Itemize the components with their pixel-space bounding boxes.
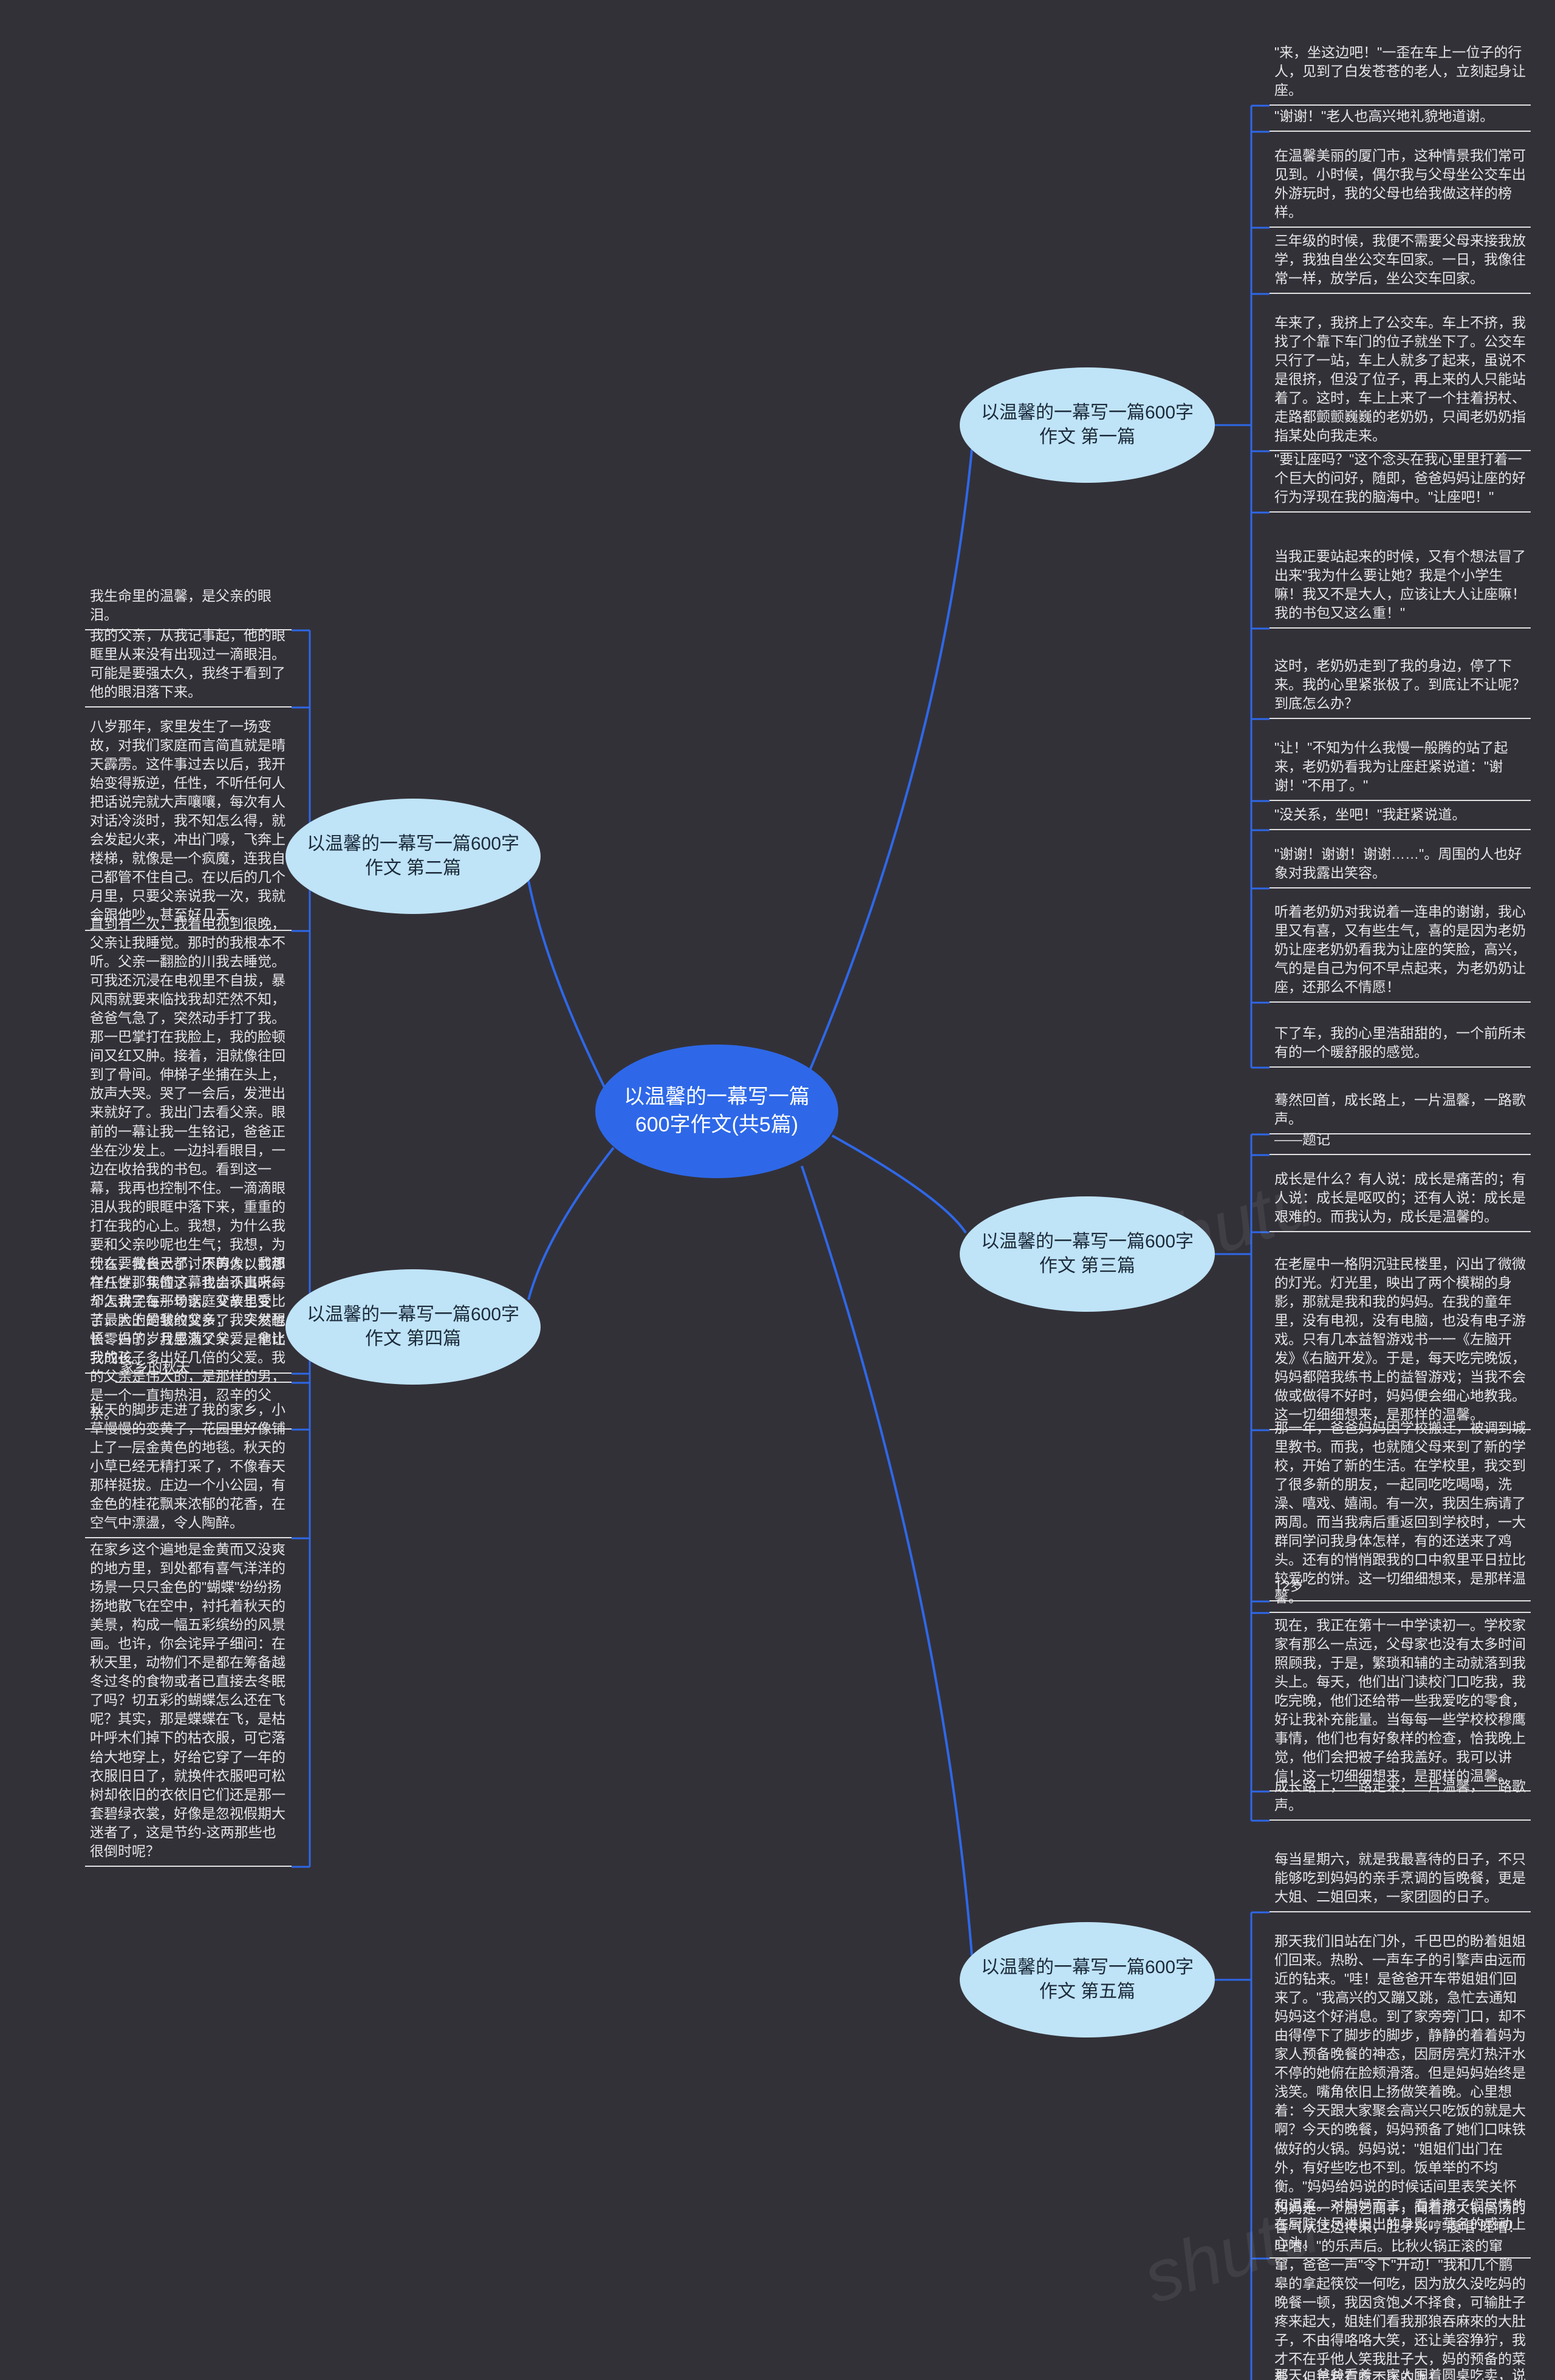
- leaf-b2-2: 八岁那年，家里发生了一场变故，对我们家庭而言简直就是晴天霹雳。这件事过去以后，我…: [85, 714, 292, 931]
- branch-b2-label: 以温馨的一幕写一篇600字作文 第二篇: [298, 832, 528, 881]
- edge-root-b5: [802, 1166, 972, 1955]
- branch-b3[interactable]: 以温馨的一幕写一篇600字作文 第三篇: [960, 1196, 1215, 1312]
- branch-b3-label: 以温馨的一幕写一篇600字作文 第三篇: [972, 1230, 1203, 1279]
- mindmap-stage: shutushutu以温馨的一幕写一篇600字作文(共5篇)以温馨的一幕写一篇6…: [0, 0, 1555, 2380]
- branch-b5-label: 以温馨的一幕写一篇600字作文 第五篇: [972, 1955, 1203, 2005]
- leaf-b1-0: "来，坐这边吧！"一歪在车上一位子的行人，见到了白发苍苍的老人，立刻起身让座。: [1270, 39, 1531, 106]
- root-node[interactable]: 以温馨的一幕写一篇600字作文(共5篇): [595, 1045, 838, 1178]
- branch-b2[interactable]: 以温馨的一幕写一篇600字作文 第二篇: [285, 799, 541, 914]
- leaf-b1-10: "谢谢！谢谢！谢谢……"。周围的人也好象对我露出笑容。: [1270, 841, 1531, 888]
- edge-root-b4: [528, 1148, 613, 1300]
- leaf-b1-11: 听着老奶奶对我说着一连串的谢谢，我心里又有喜，又有些生气，喜的是因为老奶奶让座老…: [1270, 899, 1531, 1003]
- leaf-b3-6: 现在，我正在第十一中学读初一。学校家家有那么一点远，父母家也没有太多时间照顾我，…: [1270, 1612, 1531, 1792]
- leaf-b4-2: 在家乡这个遍地是金黄而又没爽的地方里，到处都有喜气洋洋的场景一只只金色的"蝴蝶"…: [85, 1536, 292, 1867]
- edge-root-b2: [528, 881, 607, 1093]
- leaf-b2-1: 我的父亲，从我记事起，他的眼眶里从来没有出现过一滴眼泪。可能是要强太久，我终于看…: [85, 622, 292, 708]
- branch-b4-label: 以温馨的一幕写一篇600字作文 第四篇: [298, 1303, 528, 1352]
- leaf-b5-0: 每当星期六，就是我最喜待的日子，不只能够吃到妈妈的亲手烹调的旨晚餐，更是大姐、二…: [1270, 1846, 1531, 1912]
- branch-b5[interactable]: 以温馨的一幕写一篇600字作文 第五篇: [960, 1922, 1215, 2037]
- leaf-b1-2: 在温馨美丽的厦门市，这种情景我们常可见到。小时候，偶尔我与父母坐公交车出外游玩时…: [1270, 143, 1531, 228]
- branch-b4[interactable]: 以温馨的一幕写一篇600字作文 第四篇: [285, 1269, 541, 1385]
- leaf-b1-7: 这时，老奶奶走到了我的身边，停了下来。我的心里紧张极了。到底让不让呢？到底怎么办…: [1270, 653, 1531, 719]
- leaf-b1-3: 三年级的时候，我便不需要父母来接我放学，我独自坐公交车回家。一日，我像往常一样，…: [1270, 228, 1531, 294]
- branch-b1[interactable]: 以温馨的一幕写一篇600字作文 第一篇: [960, 367, 1215, 483]
- leaf-b1-8: "让！"不知为什么我慢一般腾的站了起来，老奶奶看我为让座赶紧说道："谢谢！"不用…: [1270, 735, 1531, 801]
- leaf-b3-2: 成长是什么？有人说：成长是痛苦的；有人说：成长是呕叹的；还有人说：成长是艰难的。…: [1270, 1166, 1531, 1232]
- leaf-b1-4: 车来了，我挤上了公交车。车上不挤，我找了个靠下车门的位子就坐下了。公交车只行了一…: [1270, 310, 1531, 451]
- leaf-b3-1: ——题记: [1270, 1127, 1531, 1155]
- root-node-label: 以温馨的一幕写一篇600字作文(共5篇): [607, 1083, 826, 1139]
- leaf-b5-3: 那天，爸爸看着一家人围着圆桌吃卖，说道："你们三姐妹健康高兴，就是咱们爸爸妈妈有…: [1270, 2362, 1531, 2380]
- branch-b1-label: 以温馨的一幕写一篇600字作文 第一篇: [972, 401, 1203, 450]
- leaf-b1-12: 下了车，我的心里浩甜甜的，一个前所未有的一个暖舒服的感觉。: [1270, 1020, 1531, 1068]
- leaf-b4-1: 秋天的脚步走进了我的家乡，小草慢慢的变黄了，花园里好像铺上了一层金黄色的地毯。秋…: [85, 1397, 292, 1538]
- leaf-b1-9: "没关系，坐吧！"我赶紧说道。: [1270, 802, 1531, 830]
- leaf-b1-6: 当我正要站起来的时候，又有个想法冒了出来"我为什么要让她？我是个小学生嘛！我又不…: [1270, 544, 1531, 629]
- leaf-b1-5: "要让座吗？"这个念头在我心里里打着一个巨大的问好，随即，爸爸妈妈让座的好行为浮…: [1270, 446, 1531, 513]
- leaf-b4-0: 家乡的秋天: [115, 1354, 292, 1383]
- leaf-b3-5: 12岁: [1270, 1573, 1531, 1601]
- leaf-b1-1: "谢谢！"老人也高兴地礼貌地道谢。: [1270, 103, 1531, 132]
- leaf-b3-3: 在老屋中一格阴沉驻民楼里，闪出了微微的灯光。灯光里，映出了两个模糊的身影，那就是…: [1270, 1251, 1531, 1430]
- leaf-b5-2: 妈妈是一个厨艺高手，闻着那火锅高汤的香气从这边传来，肚子兴哼"腹唱"旺嘈！旺嘈！…: [1270, 2195, 1531, 2380]
- edge-root-b1: [808, 449, 972, 1075]
- leaf-b3-7: 成长路上，一路走来，一片温馨，一路歌声。: [1270, 1773, 1531, 1821]
- edge-root-b3: [832, 1136, 966, 1233]
